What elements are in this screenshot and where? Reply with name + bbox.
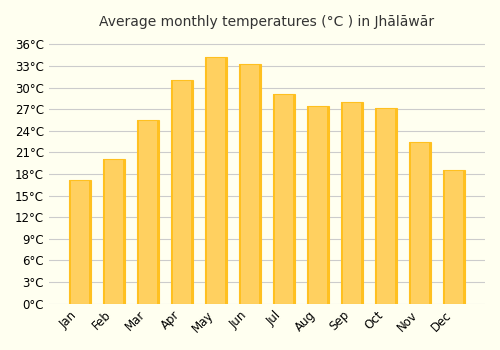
Bar bbox=[239, 64, 261, 304]
Bar bbox=[307, 106, 329, 304]
Bar bbox=[341, 102, 363, 304]
Bar bbox=[309, 106, 327, 304]
Bar bbox=[205, 57, 227, 304]
Bar bbox=[207, 57, 225, 304]
Bar bbox=[412, 142, 429, 304]
Bar bbox=[443, 170, 465, 304]
Bar bbox=[137, 120, 159, 304]
Bar bbox=[273, 94, 295, 304]
Bar bbox=[239, 64, 261, 304]
Bar bbox=[173, 79, 191, 304]
Bar bbox=[341, 102, 363, 304]
Bar bbox=[443, 170, 465, 304]
Bar bbox=[105, 159, 122, 304]
Bar bbox=[171, 79, 193, 304]
Bar bbox=[69, 180, 91, 304]
Bar bbox=[375, 108, 397, 304]
Bar bbox=[275, 94, 293, 304]
Bar bbox=[273, 94, 295, 304]
Bar bbox=[375, 108, 397, 304]
Bar bbox=[409, 142, 431, 304]
Bar bbox=[241, 64, 259, 304]
Title: Average monthly temperatures (°C ) in Jhālāwār: Average monthly temperatures (°C ) in Jh… bbox=[100, 15, 434, 29]
Bar bbox=[409, 142, 431, 304]
Bar bbox=[103, 159, 125, 304]
Bar bbox=[205, 57, 227, 304]
Bar bbox=[103, 159, 125, 304]
Bar bbox=[446, 170, 463, 304]
Bar bbox=[139, 120, 157, 304]
Bar bbox=[377, 108, 395, 304]
Bar bbox=[307, 106, 329, 304]
Bar bbox=[171, 79, 193, 304]
Bar bbox=[71, 180, 88, 304]
Bar bbox=[343, 102, 361, 304]
Bar bbox=[137, 120, 159, 304]
Bar bbox=[69, 180, 91, 304]
